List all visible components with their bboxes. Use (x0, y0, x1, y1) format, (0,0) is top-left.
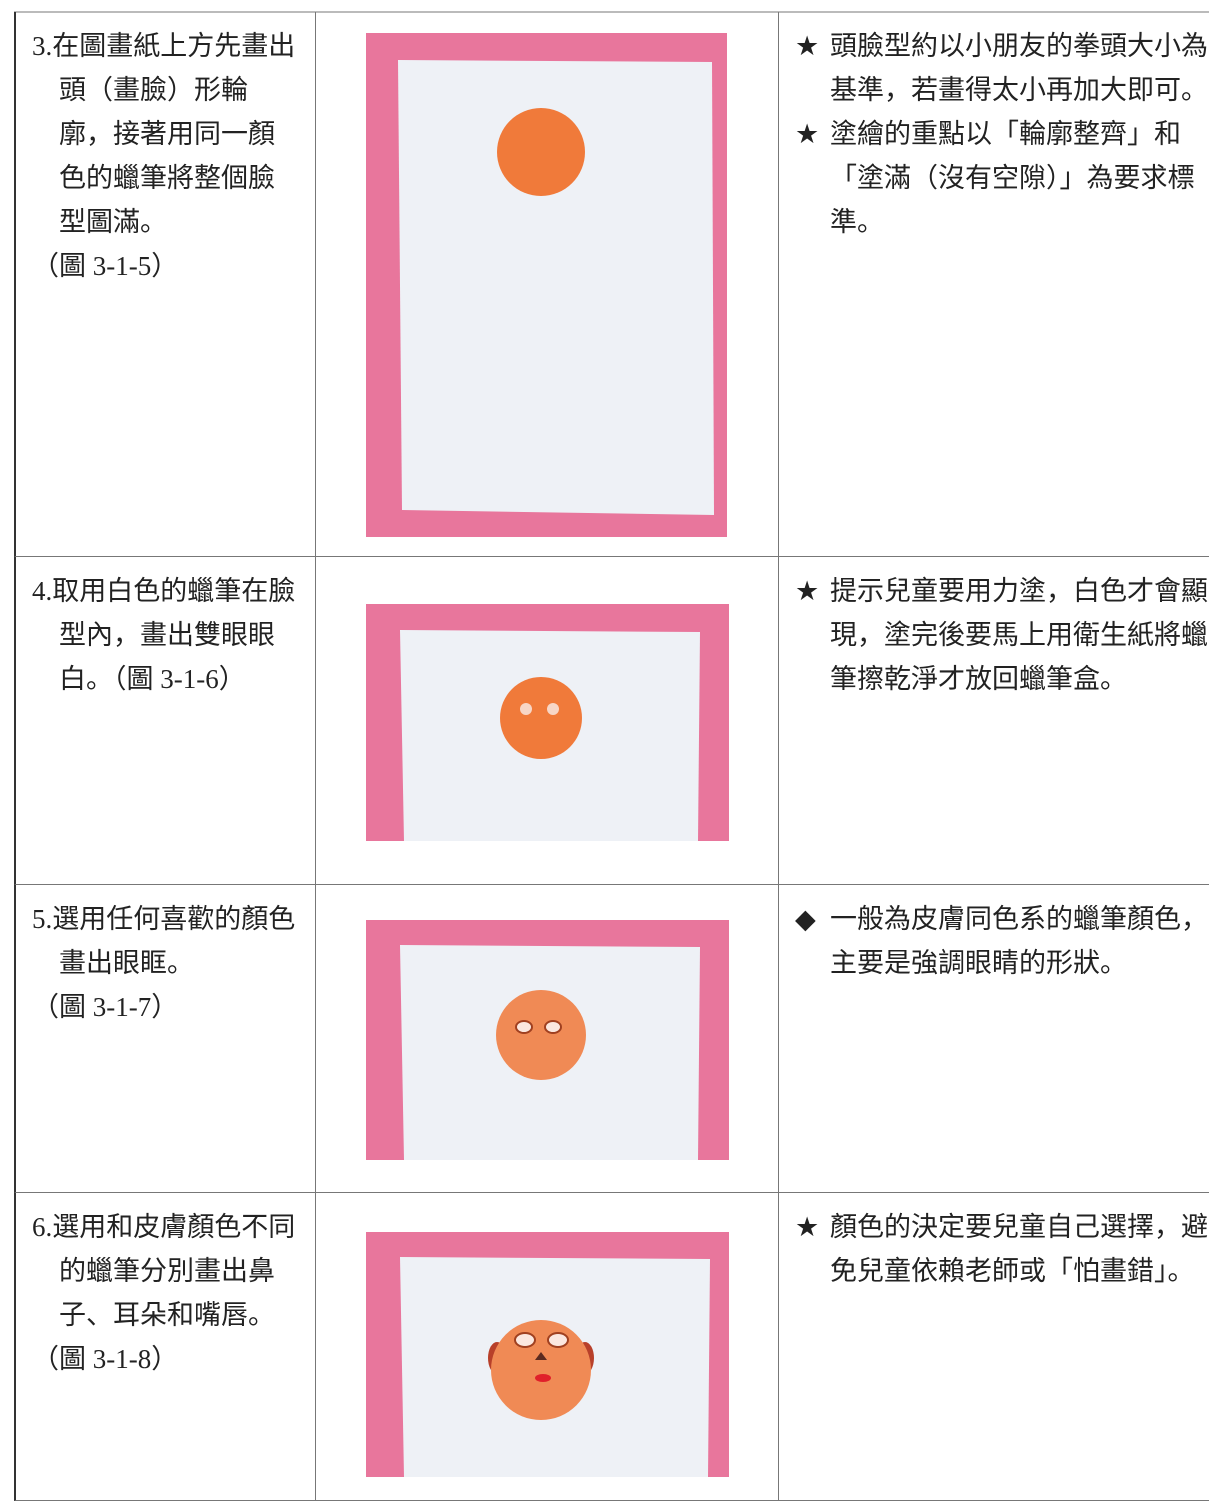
figure-ref: （圖 3-1-7） (32, 992, 179, 1022)
note-bullet: ★ (795, 119, 820, 149)
step-cell: 3.在圖畫紙上方先畫出頭（畫臉）形輪廓，接著用同一顏色的蠟筆將整個臉型圖滿。 （圖… (14, 12, 316, 557)
note-text: 一般為皮膚同色系的蠟筆顏色，主要是強調眼睛的形狀。 (830, 904, 1208, 978)
note-bullet: ★ (795, 576, 820, 606)
step-description: 選用任何喜歡的顏色畫出眼眶。 (52, 904, 296, 978)
paper (398, 60, 714, 515)
step-description: 在圖畫紙上方先畫出頭（畫臉）形輪廓，接著用同一顏色的蠟筆將整個臉型圖滿。 (52, 31, 296, 237)
note: ★ 塗繪的重點以「輪廓整齊」和「塗滿（沒有空隙）」為要求標準。 (779, 112, 1209, 244)
note-text: 頭臉型約以小朋友的拳頭大小為基準，若畫得太小再加大即可。 (830, 31, 1208, 105)
step-number: 4. (32, 576, 53, 606)
note-bullet: ◆ (795, 904, 816, 934)
notes-cell: ★ 頭臉型約以小朋友的拳頭大小為基準，若畫得太小再加大即可。 ★ 塗繪的重點以「輪廓整… (779, 12, 1209, 557)
note-bullet: ★ (795, 31, 820, 61)
step-description: 選用和皮膚顏色不同的蠟筆分別畫出鼻子、耳朵和嘴唇。 (52, 1212, 296, 1330)
step-number: 3. (32, 31, 53, 61)
note-text: 塗繪的重點以「輪廓整齊」和「塗滿（沒有空隙）」為要求標準。 (830, 119, 1195, 237)
step-cell: 5.選用任何喜歡的顏色畫出眼眶。 （圖 3-1-7） (14, 885, 316, 1193)
photo-cell (316, 557, 779, 885)
figure-ref: （圖 3-1-5） (32, 251, 179, 281)
step-text: 5.選用任何喜歡的顏色畫出眼眶。 （圖 3-1-7） (16, 885, 315, 1029)
face (496, 990, 586, 1080)
note: ★ 頭臉型約以小朋友的拳頭大小為基準，若畫得太小再加大即可。 (779, 12, 1209, 112)
note-bullet: ★ (795, 1212, 820, 1242)
lips (535, 1374, 551, 1382)
note-text: 提示兒童要用力塗，白色才會顯現，塗完後要馬上用衛生紙將蠟筆擦乾淨才放回蠟筆盒。 (830, 576, 1208, 694)
eye (515, 1020, 533, 1034)
note: ★ 顏色的決定要兒童自己選擇，避免兒童依賴老師或「怕畫錯」。 (779, 1193, 1209, 1293)
photo-cell (316, 12, 779, 557)
eye (544, 1020, 562, 1034)
step-text: 3.在圖畫紙上方先畫出頭（畫臉）形輪廓，接著用同一顏色的蠟筆將整個臉型圖滿。 （圖… (16, 12, 315, 288)
notes-cell: ★ 顏色的決定要兒童自己選擇，避免兒童依賴老師或「怕畫錯」。 (779, 1193, 1209, 1501)
step-cell: 4.取用白色的蠟筆在臉型內，畫出雙眼眼白。（圖 3-1-6） (14, 557, 316, 885)
note: ◆ 一般為皮膚同色系的蠟筆顏色，主要是強調眼睛的形狀。 (779, 885, 1209, 985)
face (497, 108, 585, 196)
notes-cell: ◆ 一般為皮膚同色系的蠟筆顏色，主要是強調眼睛的形狀。 (779, 885, 1209, 1193)
eye (547, 703, 559, 715)
figure-ref: （圖 3-1-6） (113, 664, 246, 694)
photo-cell (316, 885, 779, 1193)
step-cell: 6.選用和皮膚顏色不同的蠟筆分別畫出鼻子、耳朵和嘴唇。 （圖 3-1-8） (14, 1193, 316, 1501)
figure-ref: （圖 3-1-8） (32, 1344, 179, 1374)
step-description: 取用白色的蠟筆在臉型內，畫出雙眼眼白。 (52, 576, 296, 694)
eye (520, 703, 532, 715)
notes-cell: ★ 提示兒童要用力塗，白色才會顯現，塗完後要馬上用衛生紙將蠟筆擦乾淨才放回蠟筆盒。 (779, 557, 1209, 885)
step-number: 6. (32, 1212, 53, 1242)
photo-cell (316, 1193, 779, 1501)
nose (535, 1352, 547, 1360)
eye (547, 1332, 569, 1348)
step-number: 5. (32, 904, 53, 934)
note-text: 顏色的決定要兒童自己選擇，避免兒童依賴老師或「怕畫錯」。 (830, 1212, 1208, 1286)
note: ★ 提示兒童要用力塗，白色才會顯現，塗完後要馬上用衛生紙將蠟筆擦乾淨才放回蠟筆盒。 (779, 557, 1209, 701)
step-text: 6.選用和皮膚顏色不同的蠟筆分別畫出鼻子、耳朵和嘴唇。 （圖 3-1-8） (16, 1193, 315, 1381)
step-text: 4.取用白色的蠟筆在臉型內，畫出雙眼眼白。（圖 3-1-6） (16, 557, 315, 701)
eye (514, 1332, 536, 1348)
face (500, 677, 582, 759)
